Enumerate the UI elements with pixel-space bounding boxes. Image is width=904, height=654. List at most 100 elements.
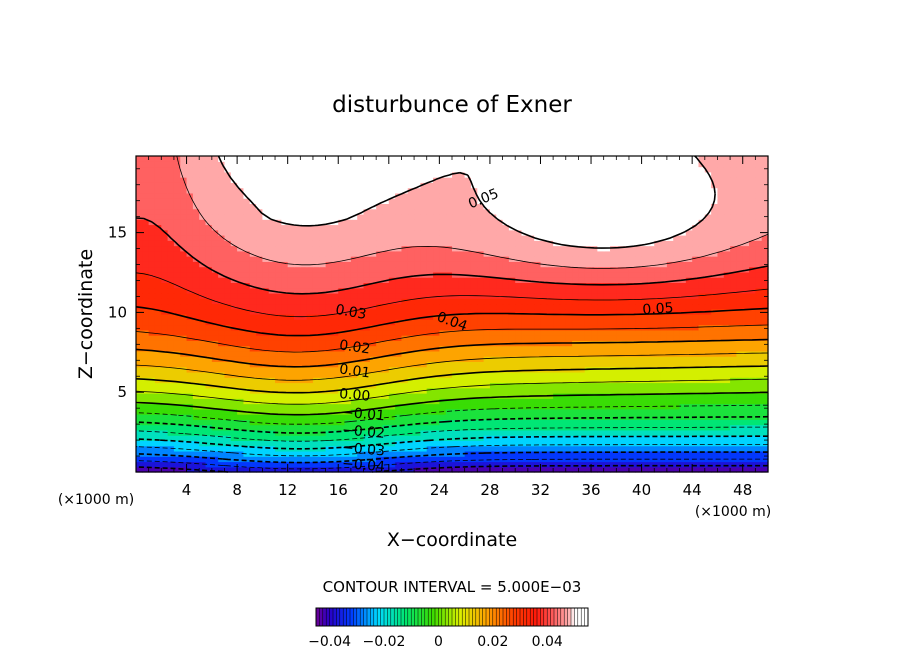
field-cell <box>749 256 756 262</box>
field-cell <box>161 424 169 431</box>
field-cell <box>363 213 371 220</box>
field-cell <box>679 461 687 468</box>
field-cell <box>647 424 655 431</box>
field-cell <box>136 319 143 326</box>
field-cell <box>294 450 301 457</box>
field-cell <box>666 213 674 220</box>
field-cell <box>173 335 181 341</box>
field-cell <box>660 250 668 257</box>
field-cell <box>136 324 143 331</box>
field-cell <box>256 424 263 431</box>
field-cell <box>136 224 143 231</box>
field-cell <box>344 266 352 273</box>
field-cell <box>445 303 453 310</box>
field-cell <box>382 314 390 320</box>
field-cell <box>717 219 725 226</box>
field-cell <box>148 356 156 362</box>
field-cell <box>584 303 592 310</box>
field-cell <box>742 271 750 278</box>
field-cell <box>426 450 434 457</box>
field-cell <box>610 408 617 415</box>
field-cell <box>508 419 516 426</box>
field-cell <box>148 292 156 299</box>
field-cell <box>161 419 169 426</box>
field-cell <box>325 382 333 389</box>
field-cell <box>749 298 756 305</box>
field-cell <box>679 408 687 415</box>
field-cell <box>578 245 586 252</box>
field-cell <box>477 340 485 347</box>
field-cell <box>294 440 301 447</box>
field-cell <box>167 224 175 231</box>
field-cell <box>578 371 586 378</box>
field-cell <box>205 403 213 410</box>
field-cell <box>148 282 156 289</box>
field-cell <box>275 461 282 468</box>
field-cell <box>268 271 276 278</box>
field-cell <box>591 277 598 283</box>
field-cell <box>433 235 440 241</box>
field-cell <box>723 235 731 241</box>
field-cell <box>489 403 497 410</box>
field-cell <box>154 419 162 426</box>
field-cell <box>565 335 573 341</box>
field-cell <box>268 266 276 273</box>
field-cell <box>572 314 579 320</box>
field-cell <box>723 382 731 389</box>
field-cell <box>218 329 226 336</box>
field-cell <box>300 387 308 394</box>
field-cell <box>685 303 693 310</box>
field-cell <box>711 445 719 452</box>
field-cell <box>357 382 365 389</box>
field-cell <box>136 429 143 436</box>
field-cell <box>540 292 548 299</box>
field-cell <box>426 245 434 252</box>
field-cell <box>578 308 586 315</box>
field-cell <box>572 261 579 268</box>
field-cell <box>376 303 384 310</box>
field-cell <box>610 435 617 441</box>
field-cell <box>704 345 712 352</box>
field-cell <box>559 414 567 420</box>
field-cell <box>452 429 459 436</box>
field-cell <box>711 356 719 362</box>
field-cell <box>755 298 763 305</box>
field-cell <box>452 461 459 468</box>
field-cell <box>224 340 232 347</box>
field-cell <box>553 287 561 294</box>
field-cell <box>167 292 175 299</box>
field-cell <box>287 324 295 331</box>
field-cell <box>142 450 150 457</box>
field-cell <box>237 335 245 341</box>
field-cell <box>161 450 169 457</box>
field-cell <box>161 224 169 231</box>
field-cell <box>502 377 510 384</box>
field-cell <box>641 319 649 326</box>
field-cell <box>458 235 466 241</box>
field-cell <box>300 240 308 247</box>
field-cell <box>167 282 175 289</box>
field-cell <box>742 287 750 294</box>
field-cell <box>622 335 630 341</box>
field-cell <box>654 361 662 368</box>
field-cell <box>401 424 409 431</box>
field-cell <box>350 324 358 331</box>
field-cell <box>281 271 289 278</box>
field-cell <box>439 382 447 389</box>
field-cell <box>395 408 403 415</box>
field-cell <box>237 256 245 262</box>
field-cell <box>161 287 169 294</box>
field-cell <box>685 266 693 273</box>
field-cell <box>742 398 750 405</box>
field-cell <box>622 314 630 320</box>
field-cell <box>180 250 188 257</box>
field-cell <box>388 435 396 441</box>
field-cell <box>496 282 504 289</box>
field-cell <box>489 429 497 436</box>
field-cell <box>597 298 605 305</box>
field-cell <box>502 345 510 352</box>
field-cell <box>635 235 643 241</box>
field-cell <box>603 419 611 426</box>
field-cell <box>647 250 655 257</box>
field-cell <box>597 266 605 273</box>
